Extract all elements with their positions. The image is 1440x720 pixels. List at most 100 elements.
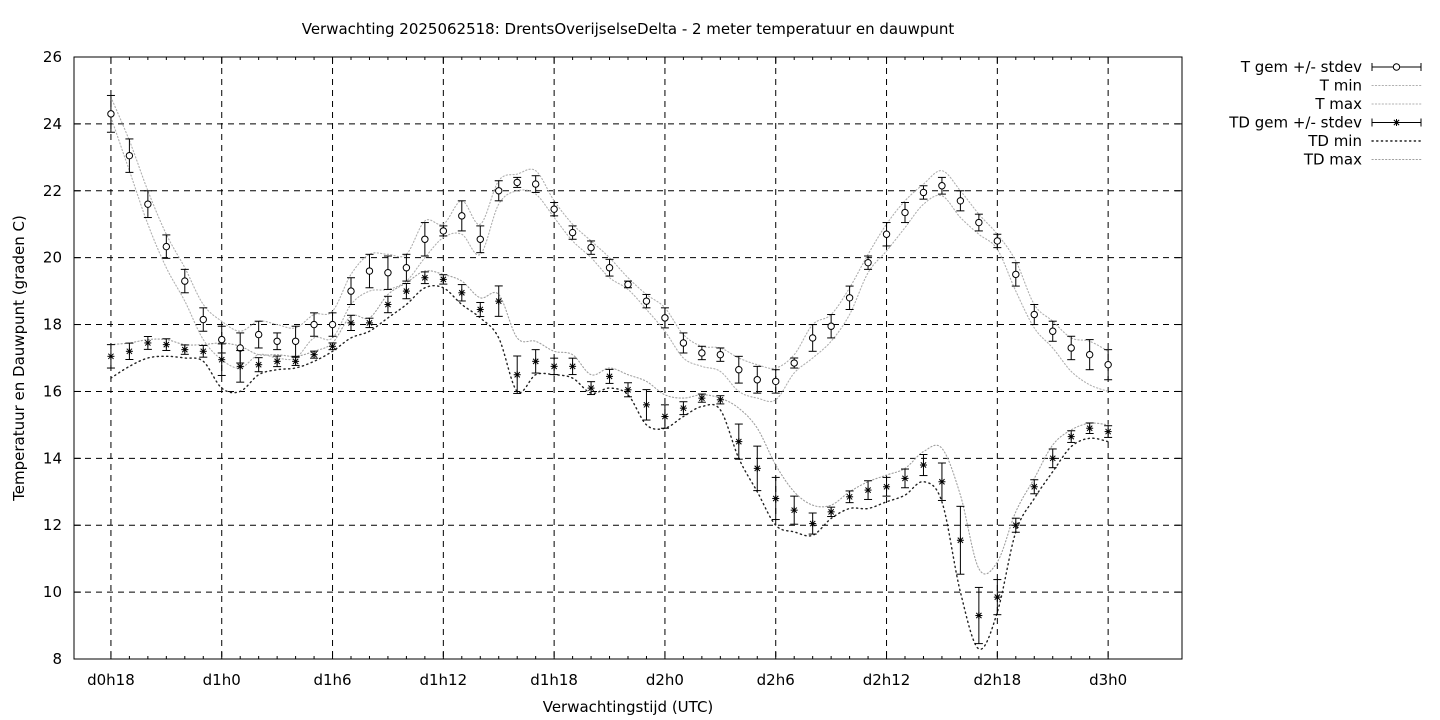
data-point xyxy=(1067,433,1075,441)
data-point xyxy=(1067,344,1075,352)
legend-marker xyxy=(1392,63,1401,71)
x-tick-label: d2h6 xyxy=(757,671,795,689)
data-point xyxy=(402,287,410,295)
y-tick-label: 22 xyxy=(43,182,62,200)
legend-label: TD gem +/- stdev xyxy=(1228,114,1362,132)
data-point xyxy=(513,371,521,379)
data-point xyxy=(827,322,835,330)
data-point xyxy=(661,413,669,421)
data-point xyxy=(550,362,558,370)
data-point xyxy=(993,593,1001,601)
data-point xyxy=(679,404,687,412)
data-point xyxy=(1104,428,1112,436)
data-point xyxy=(956,197,965,205)
data-point xyxy=(439,275,447,283)
data-point xyxy=(642,297,651,305)
data-point xyxy=(587,243,595,252)
legend-item: T min xyxy=(1319,77,1422,95)
data-point xyxy=(605,264,614,272)
data-point xyxy=(513,178,521,187)
y-tick-label: 24 xyxy=(43,115,62,133)
data-point xyxy=(402,264,411,272)
chart-title: Verwachting 2025062518: DrentsOverijsels… xyxy=(302,20,955,38)
y-tick-label: 10 xyxy=(43,583,62,601)
data-point xyxy=(1104,360,1112,369)
data-point xyxy=(1085,350,1094,359)
data-point xyxy=(1012,521,1020,529)
y-tick-label: 14 xyxy=(43,449,62,467)
data-point xyxy=(162,341,170,349)
data-point xyxy=(328,320,337,329)
data-point xyxy=(162,242,171,251)
data-point xyxy=(975,612,983,620)
data-point xyxy=(1049,454,1057,462)
data-point xyxy=(716,396,724,404)
data-point xyxy=(144,200,152,208)
data-point xyxy=(421,274,429,282)
data-point xyxy=(901,474,909,482)
legend-label: TD max xyxy=(1303,151,1362,169)
x-tick-label: d1h12 xyxy=(419,671,467,689)
y-axis-label: Temperatuur en Dauwpunt (graden C) xyxy=(10,215,28,502)
data-point xyxy=(624,280,632,289)
x-tick-label: d3h0 xyxy=(1089,671,1127,689)
data-point xyxy=(1049,327,1057,335)
data-point xyxy=(329,342,337,350)
data-point xyxy=(716,350,725,359)
data-point xyxy=(569,362,577,370)
data-point xyxy=(458,289,466,297)
data-point xyxy=(439,227,448,235)
data-point xyxy=(938,478,946,486)
y-tick-label: 18 xyxy=(43,316,62,334)
data-point xyxy=(347,319,355,327)
data-point xyxy=(698,349,706,357)
data-point xyxy=(107,110,115,118)
data-point xyxy=(975,218,983,227)
data-point xyxy=(1030,483,1038,491)
data-point xyxy=(125,347,133,355)
series-line-td-max xyxy=(110,270,1109,575)
axes: 8 10 12 14 16 18 20 22 24 26 d0h18 d1h0 d1h6 d1h12 d1h… xyxy=(43,48,1182,689)
data-point xyxy=(236,362,244,370)
data-point xyxy=(291,337,300,345)
data-point xyxy=(292,357,300,365)
y-tick-label: 26 xyxy=(43,48,62,66)
data-point xyxy=(107,352,115,360)
data-point xyxy=(956,536,964,544)
data-point xyxy=(273,357,281,365)
legend-item: T gem +/- stdev xyxy=(1240,58,1422,76)
series-layer xyxy=(106,94,1113,650)
data-point xyxy=(1030,310,1038,319)
data-point xyxy=(698,394,706,402)
x-tick-label: d2h0 xyxy=(646,671,684,689)
data-point xyxy=(753,464,761,472)
data-point xyxy=(790,359,798,367)
y-tick-label: 16 xyxy=(43,382,62,400)
series-td-gem xyxy=(106,271,1113,645)
data-point xyxy=(310,320,318,329)
data-point xyxy=(753,376,761,384)
data-point xyxy=(772,494,780,502)
data-point xyxy=(476,235,484,243)
data-point xyxy=(882,230,891,238)
data-point xyxy=(938,182,946,190)
data-point xyxy=(642,401,650,409)
legend-item: TD min xyxy=(1307,132,1422,150)
data-point xyxy=(199,347,207,355)
data-point xyxy=(919,188,928,197)
data-point xyxy=(218,356,226,364)
data-point xyxy=(458,212,466,220)
data-point xyxy=(532,357,540,365)
legend-item: TD gem +/- stdev xyxy=(1228,114,1422,132)
data-point xyxy=(827,508,835,516)
x-tick-label: d1h18 xyxy=(530,671,578,689)
x-tick-label: d2h18 xyxy=(973,671,1021,689)
legend-label: TD min xyxy=(1307,132,1362,150)
data-point xyxy=(864,486,872,494)
data-point xyxy=(218,335,226,344)
data-point xyxy=(845,294,854,302)
data-point xyxy=(846,493,854,501)
data-point xyxy=(144,339,152,347)
